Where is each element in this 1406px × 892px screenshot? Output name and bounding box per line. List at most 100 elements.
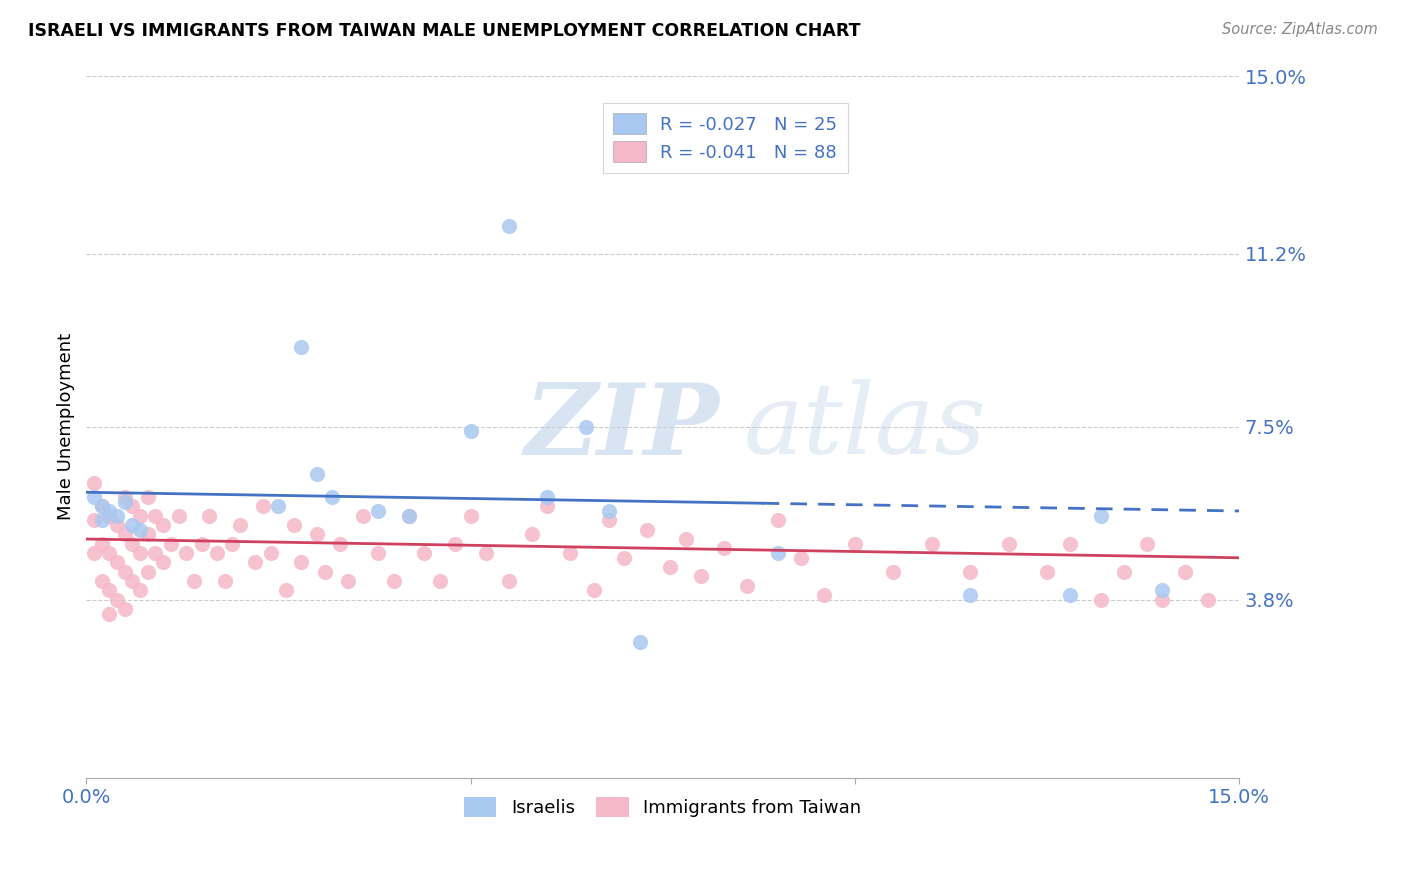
Point <box>1059 588 1081 602</box>
Point <box>959 565 981 579</box>
Point <box>152 518 174 533</box>
Point <box>198 508 221 523</box>
Point <box>498 574 520 588</box>
Point <box>1152 583 1174 598</box>
Point <box>114 602 136 616</box>
Point <box>636 523 658 537</box>
Point <box>329 537 352 551</box>
Point <box>520 527 543 541</box>
Point <box>98 508 121 523</box>
Point <box>1090 592 1112 607</box>
Point <box>183 574 205 588</box>
Point <box>221 537 243 551</box>
Text: ISRAELI VS IMMIGRANTS FROM TAIWAN MALE UNEMPLOYMENT CORRELATION CHART: ISRAELI VS IMMIGRANTS FROM TAIWAN MALE U… <box>28 22 860 40</box>
Point <box>444 537 467 551</box>
Point <box>628 635 651 649</box>
Point <box>475 546 498 560</box>
Point <box>598 504 620 518</box>
Point <box>267 500 290 514</box>
Point <box>813 588 835 602</box>
Point <box>152 556 174 570</box>
Point <box>1059 537 1081 551</box>
Point <box>582 583 605 598</box>
Point <box>83 546 105 560</box>
Point <box>121 500 143 514</box>
Point <box>536 490 558 504</box>
Point <box>129 546 152 560</box>
Point <box>690 569 713 583</box>
Point <box>659 560 682 574</box>
Point <box>274 583 297 598</box>
Point <box>98 583 121 598</box>
Point <box>367 504 389 518</box>
Point <box>766 546 789 560</box>
Point <box>429 574 451 588</box>
Text: ZIP: ZIP <box>524 378 720 475</box>
Text: Source: ZipAtlas.com: Source: ZipAtlas.com <box>1222 22 1378 37</box>
Point <box>1090 508 1112 523</box>
Point <box>129 523 152 537</box>
Point <box>844 537 866 551</box>
Point <box>260 546 283 560</box>
Point <box>90 537 112 551</box>
Point <box>398 508 420 523</box>
Point <box>83 475 105 490</box>
Point <box>959 588 981 602</box>
Point <box>290 340 312 354</box>
Point <box>98 504 121 518</box>
Point <box>83 513 105 527</box>
Point <box>790 550 813 565</box>
Point <box>398 508 420 523</box>
Point <box>1197 592 1219 607</box>
Point <box>145 508 167 523</box>
Y-axis label: Male Unemployment: Male Unemployment <box>58 334 75 520</box>
Point <box>214 574 236 588</box>
Point <box>90 574 112 588</box>
Point <box>352 508 374 523</box>
Point <box>114 565 136 579</box>
Point <box>675 532 697 546</box>
Point <box>83 490 105 504</box>
Point <box>114 527 136 541</box>
Legend: Israelis, Immigrants from Taiwan: Israelis, Immigrants from Taiwan <box>457 789 869 825</box>
Point <box>90 500 112 514</box>
Point <box>114 494 136 508</box>
Point <box>1152 592 1174 607</box>
Point <box>735 579 758 593</box>
Point <box>1136 537 1159 551</box>
Point <box>229 518 252 533</box>
Point <box>290 556 312 570</box>
Point <box>598 513 620 527</box>
Point <box>121 537 143 551</box>
Point <box>167 508 190 523</box>
Point <box>98 546 121 560</box>
Point <box>382 574 405 588</box>
Point <box>766 513 789 527</box>
Point <box>305 527 328 541</box>
Point <box>245 556 267 570</box>
Point <box>121 574 143 588</box>
Point <box>997 537 1019 551</box>
Point <box>129 583 152 598</box>
Point <box>105 592 128 607</box>
Point <box>105 508 128 523</box>
Point <box>90 513 112 527</box>
Point <box>136 565 159 579</box>
Point <box>336 574 359 588</box>
Point <box>90 500 112 514</box>
Point <box>305 467 328 481</box>
Point <box>536 500 558 514</box>
Point <box>921 537 943 551</box>
Point <box>145 546 167 560</box>
Text: atlas: atlas <box>744 379 986 475</box>
Point <box>1112 565 1135 579</box>
Point <box>1036 565 1059 579</box>
Point <box>367 546 389 560</box>
Point <box>321 490 343 504</box>
Point <box>136 527 159 541</box>
Point <box>413 546 436 560</box>
Point <box>98 607 121 621</box>
Point <box>560 546 582 560</box>
Point <box>205 546 228 560</box>
Point <box>575 419 598 434</box>
